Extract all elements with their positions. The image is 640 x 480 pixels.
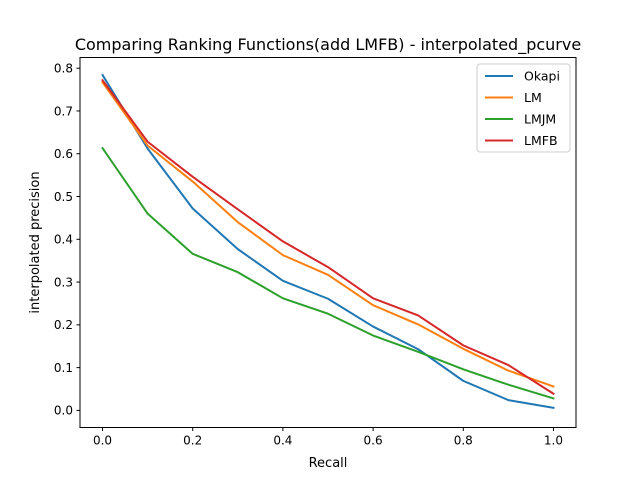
legend-label-lm: LM <box>524 90 542 105</box>
legend-label-lmjm: LMJM <box>524 112 556 127</box>
y-axis: 0.0 0.1 0.2 0.3 0.4 0.5 0.6 0.7 0.8 <box>54 61 80 418</box>
y-tick-label: 0.6 <box>54 147 73 161</box>
x-tick-label: 0.4 <box>273 434 292 448</box>
y-axis-label: interpolated precision <box>28 171 43 313</box>
x-tick-label: 0.0 <box>93 434 112 448</box>
legend: Okapi LM LMJM LMFB <box>476 63 571 153</box>
y-tick-label: 0.3 <box>54 275 73 289</box>
axes-frame <box>79 57 577 428</box>
x-axis-label: Recall <box>309 456 348 471</box>
y-tick-label: 0.0 <box>54 404 73 418</box>
y-tick-label: 0.1 <box>54 361 73 375</box>
chart-title: Comparing Ranking Functions(add LMFB) - … <box>75 35 581 55</box>
y-tick-label: 0.4 <box>54 233 73 247</box>
series-line-lmjm <box>101 146 555 400</box>
legend-label-lmfb: LMFB <box>524 133 558 148</box>
series-line-okapi <box>101 73 555 409</box>
y-tick-label: 0.7 <box>54 104 73 118</box>
y-tick-label: 0.5 <box>54 190 73 204</box>
series-line-lmfb <box>101 78 555 396</box>
legend-box <box>476 63 571 153</box>
y-tick-label: 0.8 <box>54 61 73 75</box>
legend-label-okapi: Okapi <box>524 69 560 84</box>
x-tick-label: 0.6 <box>364 434 383 448</box>
x-tick-label: 1.0 <box>544 434 563 448</box>
x-tick-label: 0.8 <box>454 434 473 448</box>
series-line-lm <box>101 80 555 388</box>
x-tick-label: 0.2 <box>183 434 202 448</box>
x-axis: 0.0 0.2 0.4 0.6 0.8 1.0 <box>93 427 563 448</box>
y-tick-label: 0.2 <box>54 318 73 332</box>
plot-lines <box>101 73 555 409</box>
